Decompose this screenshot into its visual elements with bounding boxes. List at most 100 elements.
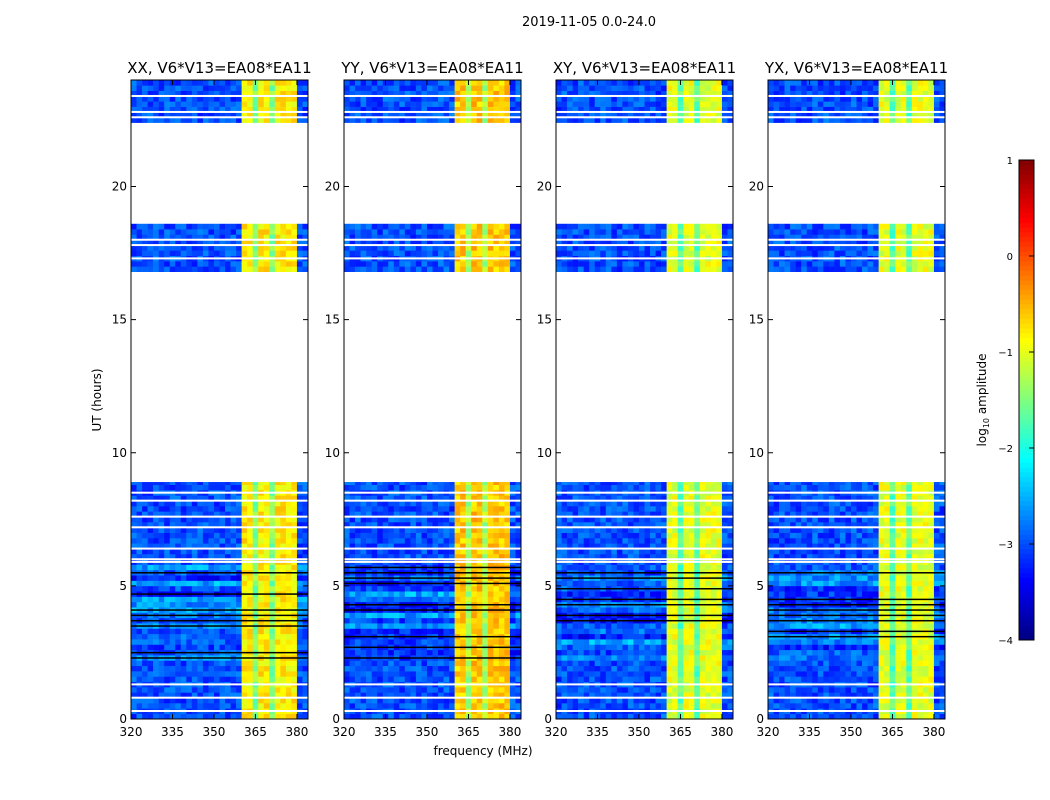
x-tick-label: 350	[416, 725, 439, 739]
heatmap-cell	[594, 633, 601, 640]
heatmap-cell	[688, 623, 695, 629]
heatmap-cell	[302, 628, 309, 635]
heatmap-cell	[230, 80, 237, 86]
heatmap-cell	[147, 575, 154, 581]
heatmap-cell	[650, 671, 656, 677]
heatmap-cell	[186, 671, 193, 677]
heatmap-cell	[655, 644, 662, 651]
heatmap-cell	[404, 90, 411, 97]
heatmap-cell	[147, 261, 154, 267]
heatmap-cell	[616, 649, 623, 656]
heatmap-cell	[476, 697, 483, 704]
heatmap-cell	[583, 607, 590, 613]
heatmap-cell	[382, 591, 389, 597]
heatmap-cell	[175, 90, 182, 97]
heatmap-cell	[465, 101, 472, 107]
heatmap-cell	[186, 532, 193, 539]
heatmap-cell	[471, 692, 478, 699]
heatmap-cell	[504, 229, 511, 235]
heatmap-cell	[454, 80, 461, 86]
heatmap-cell	[721, 671, 728, 677]
heatmap-cell	[399, 713, 406, 720]
heatmap-cell	[426, 543, 433, 549]
heatmap-cell	[291, 687, 298, 693]
heatmap-cell	[426, 245, 433, 251]
heatmap-cell	[280, 117, 287, 123]
heatmap-cell	[683, 649, 690, 656]
heatmap-cell	[263, 261, 270, 267]
heatmap-cell	[677, 660, 684, 667]
heatmap-cell	[285, 564, 292, 571]
heatmap-cell	[344, 106, 350, 113]
heatmap-cell	[208, 80, 215, 86]
heatmap-cell	[263, 250, 270, 257]
heatmap-cell	[131, 543, 137, 549]
heatmap-cell	[504, 639, 511, 645]
heatmap-cell	[296, 697, 303, 704]
heatmap-cell	[186, 111, 193, 118]
heatmap-cell	[280, 234, 287, 241]
heatmap-cell	[197, 660, 204, 667]
heatmap-cell	[399, 703, 406, 709]
heatmap-cell	[147, 511, 154, 517]
heatmap-cell	[399, 506, 406, 512]
heatmap-cell	[296, 665, 303, 672]
heatmap-cell	[366, 511, 372, 517]
heatmap-cell	[169, 250, 176, 257]
heatmap-cell	[263, 537, 270, 544]
heatmap-cell	[225, 80, 231, 86]
heatmap-cell	[131, 101, 137, 107]
heatmap-cell	[600, 713, 607, 720]
heatmap-cell	[131, 511, 137, 517]
heatmap-cell	[443, 676, 450, 683]
heatmap-cell	[616, 665, 623, 672]
heatmap-cell	[399, 95, 406, 102]
heatmap-cell	[142, 106, 148, 113]
heatmap-cell	[627, 687, 634, 693]
heatmap-cell	[382, 266, 389, 272]
heatmap-cell	[360, 261, 367, 267]
heatmap-cell	[487, 117, 494, 123]
heatmap-cell	[721, 649, 728, 656]
heatmap-cell	[219, 575, 226, 581]
heatmap-cell	[291, 229, 298, 235]
heatmap-cell	[258, 687, 265, 693]
heatmap-cell	[153, 703, 159, 709]
heatmap-cell	[683, 703, 690, 709]
heatmap-cell	[388, 623, 395, 629]
heatmap-cell	[594, 607, 601, 613]
flagged-row	[131, 116, 308, 119]
heatmap-cell	[258, 532, 265, 539]
heatmap-cell	[443, 639, 450, 645]
heatmap-cell	[225, 687, 231, 693]
heatmap-cell	[142, 665, 148, 672]
heatmap-cell	[252, 484, 259, 491]
heatmap-cell	[410, 537, 417, 544]
heatmap-cell	[213, 580, 220, 587]
heatmap-cell	[252, 628, 259, 635]
heatmap-cell	[493, 85, 500, 91]
heatmap-cell	[291, 532, 298, 539]
heatmap-cell	[252, 660, 259, 667]
heatmap-cell	[169, 245, 176, 251]
flagged-row	[344, 244, 521, 247]
heatmap-cell	[449, 245, 455, 251]
heatmap-cell	[688, 713, 695, 720]
heatmap-cell	[393, 266, 400, 272]
heatmap-cell	[404, 676, 411, 683]
heatmap-cell	[219, 239, 226, 246]
heatmap-cell	[349, 506, 356, 512]
heatmap-cell	[219, 553, 226, 560]
heatmap-cell	[498, 484, 505, 491]
heatmap-cell	[493, 245, 500, 251]
heatmap-cell	[454, 537, 461, 544]
heatmap-cell	[449, 500, 455, 507]
heatmap-cell	[285, 95, 292, 102]
heatmap-cell	[213, 687, 220, 693]
heatmap-cell	[230, 521, 237, 528]
heatmap-cell	[175, 239, 182, 246]
heatmap-cell	[247, 639, 253, 645]
heatmap-cell	[191, 229, 198, 235]
heatmap-cell	[371, 639, 378, 645]
heatmap-cell	[476, 229, 483, 235]
